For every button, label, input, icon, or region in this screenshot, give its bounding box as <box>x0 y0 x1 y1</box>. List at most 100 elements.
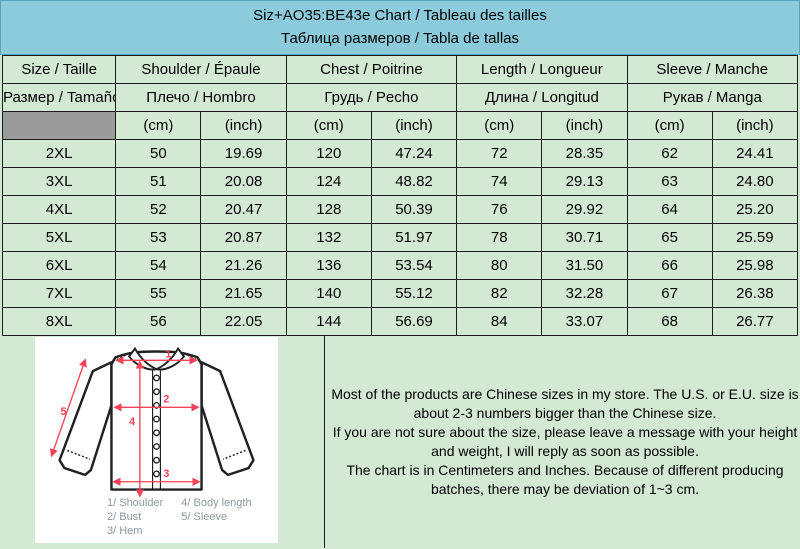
table-row: 7XL 55 21.65 140 55.12 82 32.28 67 26.38 <box>1 279 799 308</box>
header-row-en-fr: Size / Taille Shoulder / Épaule Chest / … <box>1 55 799 84</box>
note-line: Most of the products are Chinese sizes i… <box>331 386 799 421</box>
diagram-legend: 1/ Shoulder 2/ Bust 3/ Hem 4/ Body lengt… <box>107 496 252 538</box>
size-cell: 2XL <box>1 139 117 168</box>
value-cell: 26.38 <box>711 279 799 308</box>
value-cell: 25.98 <box>711 251 799 280</box>
value-cell: 20.87 <box>200 223 287 252</box>
value-cell: 24.80 <box>711 167 799 196</box>
unit-cell-cm: (cm) <box>285 111 372 140</box>
table-row: 6XL 54 21.26 136 53.54 80 31.50 66 25.98 <box>1 251 799 280</box>
header-size-ru: Размер / Tamaño <box>1 83 117 112</box>
value-cell: 30.71 <box>541 223 628 252</box>
bottom-section: 1 2 3 4 5 1/ Shoulder 2/ Bust 3/ Hem 4/ … <box>0 336 800 548</box>
table-row: 5XL 53 20.87 132 51.97 78 30.71 65 25.59 <box>1 223 799 252</box>
value-cell: 29.13 <box>541 167 628 196</box>
legend-item-body-length: 4/ Body length <box>181 497 252 509</box>
header-size-en: Size / Taille <box>1 55 117 84</box>
legend-item-hem: 3/ Hem <box>107 525 143 537</box>
value-cell: 82 <box>456 279 543 308</box>
sizing-notes: Most of the products are Chinese sizes i… <box>331 385 799 499</box>
size-cell: 4XL <box>1 195 117 224</box>
size-cell: 7XL <box>1 279 117 308</box>
value-cell: 76 <box>456 195 543 224</box>
value-cell: 120 <box>285 139 372 168</box>
header-row-ru-es: Размер / Tamaño Плечо / Hombro Грудь / P… <box>1 83 799 112</box>
value-cell: 136 <box>285 251 372 280</box>
unit-row: (cm) (inch) (cm) (inch) (cm) (inch) (cm)… <box>1 111 799 140</box>
size-table: Size / Taille Shoulder / Épaule Chest / … <box>1 55 799 336</box>
size-cell: 8XL <box>1 307 117 336</box>
value-cell: 50 <box>115 139 202 168</box>
unit-cell-cm: (cm) <box>115 111 202 140</box>
measure-label-bust: 2 <box>163 393 169 405</box>
note-line: The chart is in Centimeters and Inches. … <box>346 462 784 497</box>
value-cell: 53 <box>115 223 202 252</box>
value-cell: 78 <box>456 223 543 252</box>
legend-item-bust: 2/ Bust <box>107 511 142 523</box>
table-row: 8XL 56 22.05 144 56.69 84 33.07 68 26.77 <box>1 307 799 336</box>
shirt-measure-diagram: 1 2 3 4 5 1/ Shoulder 2/ Bust 3/ Hem 4/ … <box>35 337 278 543</box>
shirt-illustration-icon: 1 2 3 4 5 <box>49 346 255 498</box>
corner-gray-cell <box>1 111 117 140</box>
note-line: If you are not sure about the size, plea… <box>332 424 798 459</box>
value-cell: 20.08 <box>200 167 287 196</box>
value-cell: 21.65 <box>200 279 287 308</box>
value-cell: 21.26 <box>200 251 287 280</box>
title-banner: Siz+AO35:BE43e Chart / Tableau des taill… <box>0 0 800 55</box>
diagram-panel: 1 2 3 4 5 1/ Shoulder 2/ Bust 3/ Hem 4/ … <box>0 336 325 548</box>
value-cell: 32.28 <box>541 279 628 308</box>
header-shoulder-ru: Плечо / Hombro <box>115 83 287 112</box>
measure-label-hem: 3 <box>163 468 169 480</box>
title-line-2: Таблица размеров / Tabla de tallas <box>280 30 520 47</box>
value-cell: 144 <box>285 307 372 336</box>
header-length-en: Length / Longueur <box>456 55 628 84</box>
header-chest-ru: Грудь / Pecho <box>285 83 458 112</box>
value-cell: 63 <box>626 167 713 196</box>
value-cell: 80 <box>456 251 543 280</box>
header-chest-en: Chest / Poitrine <box>285 55 458 84</box>
measure-label-shoulder: 1 <box>165 348 171 360</box>
value-cell: 25.20 <box>711 195 799 224</box>
unit-cell-cm: (cm) <box>626 111 713 140</box>
title-line-1: Siz+AO35:BE43e Chart / Tableau des taill… <box>253 7 547 24</box>
value-cell: 48.82 <box>370 167 458 196</box>
unit-cell-inch: (inch) <box>370 111 458 140</box>
value-cell: 33.07 <box>541 307 628 336</box>
legend-item-sleeve: 5/ Sleeve <box>181 511 228 523</box>
value-cell: 74 <box>456 167 543 196</box>
value-cell: 56 <box>115 307 202 336</box>
unit-cell-inch: (inch) <box>200 111 287 140</box>
header-sleeve-ru: Рукав / Manga <box>626 83 799 112</box>
notes-panel: Most of the products are Chinese sizes i… <box>325 336 800 548</box>
value-cell: 124 <box>285 167 372 196</box>
value-cell: 52 <box>115 195 202 224</box>
value-cell: 66 <box>626 251 713 280</box>
value-cell: 65 <box>626 223 713 252</box>
value-cell: 67 <box>626 279 713 308</box>
size-cell: 3XL <box>1 167 117 196</box>
value-cell: 55 <box>115 279 202 308</box>
value-cell: 31.50 <box>541 251 628 280</box>
header-sleeve-en: Sleeve / Manche <box>626 55 799 84</box>
value-cell: 47.24 <box>370 139 458 168</box>
value-cell: 50.39 <box>370 195 458 224</box>
value-cell: 55.12 <box>370 279 458 308</box>
value-cell: 29.92 <box>541 195 628 224</box>
value-cell: 28.35 <box>541 139 628 168</box>
value-cell: 53.54 <box>370 251 458 280</box>
value-cell: 51 <box>115 167 202 196</box>
value-cell: 68 <box>626 307 713 336</box>
value-cell: 128 <box>285 195 372 224</box>
value-cell: 62 <box>626 139 713 168</box>
table-row: 3XL 51 20.08 124 48.82 74 29.13 63 24.80 <box>1 167 799 196</box>
unit-cell-cm: (cm) <box>456 111 543 140</box>
size-cell: 5XL <box>1 223 117 252</box>
size-cell: 6XL <box>1 251 117 280</box>
measure-label-sleeve: 5 <box>61 406 67 418</box>
legend-item-shoulder: 1/ Shoulder <box>107 497 164 509</box>
header-length-ru: Длина / Longitud <box>456 83 628 112</box>
measure-label-body-length: 4 <box>129 416 135 428</box>
value-cell: 54 <box>115 251 202 280</box>
unit-cell-inch: (inch) <box>541 111 628 140</box>
value-cell: 25.59 <box>711 223 799 252</box>
